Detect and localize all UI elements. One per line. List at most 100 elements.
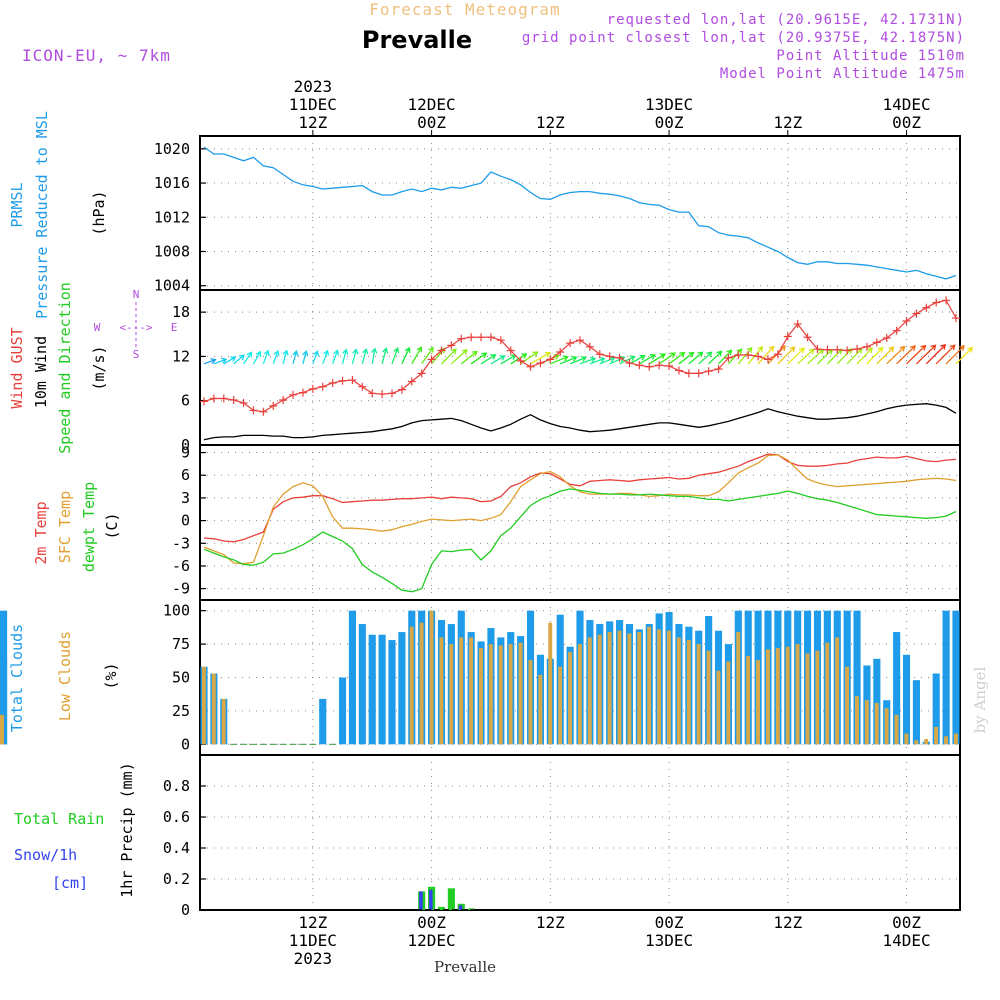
bottom-tick-2-line1: 12Z — [536, 913, 565, 932]
wind-arrow — [252, 350, 262, 365]
wind-arrow — [619, 355, 636, 365]
gust-marker — [724, 353, 733, 362]
gust-marker — [585, 342, 594, 351]
wind-arrow-shaft — [460, 351, 478, 365]
wind-arrow-shaft — [520, 351, 538, 365]
wind-arrow-shaft — [955, 347, 973, 365]
wind-arrow-head — [949, 344, 956, 351]
gust-marker — [635, 361, 644, 370]
wind-arrow — [569, 356, 587, 365]
ytick-label-temp-2: -3 — [172, 534, 190, 552]
wind-arrow — [550, 355, 569, 365]
wind-arrow-head — [688, 351, 695, 358]
low-cloud-bar — [558, 666, 563, 745]
wind-arrow — [856, 347, 874, 365]
wind-arrow — [777, 346, 796, 365]
wind-arrow-shaft — [272, 350, 279, 365]
low-cloud-bar — [706, 650, 711, 745]
rain-bar — [467, 908, 475, 910]
low-cloud-bar — [627, 633, 632, 745]
wind-arrow-head — [958, 345, 965, 351]
wind-arrow-head — [333, 349, 340, 356]
wind-arrow-shaft — [757, 346, 775, 365]
gust-marker — [289, 390, 298, 399]
gust-marker — [912, 309, 921, 318]
wind-arrow-shaft — [688, 351, 703, 365]
wind-arrow-head — [746, 346, 753, 353]
low-cloud-bar — [785, 646, 790, 745]
wind-arrow — [203, 358, 217, 365]
gust-marker — [714, 364, 723, 373]
ytick-label-temp-4: 3 — [181, 489, 190, 507]
wind-arrow — [658, 352, 676, 365]
wind-arrow-shaft — [441, 348, 457, 365]
gust-marker — [605, 352, 614, 361]
low-cloud-bar — [914, 740, 919, 745]
gust-marker — [269, 401, 278, 410]
ytick-label-clouds-4: 100 — [163, 602, 190, 620]
low-cloud-bar — [765, 649, 770, 745]
bottom-tick-0-line1: 12Z — [298, 913, 327, 932]
wind-arrow-shaft — [480, 354, 496, 365]
low-cloud-bar — [528, 660, 533, 745]
wind-arrow-head — [292, 350, 299, 357]
wind-arrow-shaft — [391, 347, 399, 365]
wind-arrow — [955, 346, 974, 365]
wind-arrow-shaft — [856, 347, 873, 365]
wind-arrow — [698, 351, 713, 365]
wind-arrow-shaft — [639, 354, 656, 365]
wind-arrow-head — [877, 346, 884, 353]
low-clouds-label: Low Clouds — [56, 631, 74, 721]
sfctemp-line — [203, 454, 957, 565]
total-cloud-bar — [319, 698, 327, 745]
gust-marker — [279, 395, 288, 404]
wind-arrow-head — [428, 346, 434, 353]
gust-marker — [556, 348, 565, 356]
watermark: by Angel — [971, 666, 989, 733]
low-cloud-bar — [795, 644, 800, 745]
ytick-label-temp-1: -6 — [172, 557, 190, 575]
wind-arrow-head — [649, 354, 656, 360]
gust-marker — [229, 395, 238, 404]
low-cloud-bar — [944, 736, 948, 745]
wind-arrow — [312, 350, 319, 365]
top-tick-1-line2: 12DEC — [407, 95, 455, 114]
ytick-label-wind-0: 0 — [181, 436, 190, 454]
wind-arrow — [460, 350, 478, 365]
wind-arrow — [470, 352, 488, 365]
gust-marker — [566, 339, 575, 348]
wind-arrow-shaft — [915, 344, 936, 365]
gust-marker — [853, 345, 862, 354]
gust-line — [203, 299, 957, 413]
wind-arrow — [886, 345, 906, 365]
wind-arrow-shaft — [490, 355, 505, 365]
wind-arrow-head — [768, 345, 775, 352]
wind-arrow-head — [282, 349, 289, 356]
wind-arrow-head — [716, 350, 723, 357]
wind-arrow-shaft — [559, 356, 577, 365]
compass-w: W — [94, 321, 101, 334]
panel-pressure: 1004 1008 1012 1016 1020 — [154, 135, 961, 295]
total-cloud-bar — [902, 654, 911, 745]
low-cloud-bar — [439, 637, 444, 745]
bottom-tick-4-line1: 12Z — [773, 913, 802, 932]
gust-marker — [704, 367, 713, 376]
gust-marker — [437, 346, 446, 355]
bottom-tick-5-line2: 14DEC — [882, 931, 930, 950]
low-cloud-bar — [518, 642, 523, 745]
wind-arrow-shaft — [807, 349, 824, 365]
gust-marker — [665, 362, 674, 371]
bottom-tick-1-line1: 00Z — [417, 913, 446, 932]
bottom-tick-3-line2: 13DEC — [645, 931, 693, 950]
ytick-label-temp-5: 6 — [181, 466, 190, 484]
wind-arrow — [441, 348, 457, 365]
wind-dir-label: Speed and Direction — [56, 282, 74, 454]
low-cloud-bar — [538, 674, 543, 745]
location-title: Prevalle — [362, 26, 472, 54]
low-cloud-bar — [419, 622, 424, 745]
wind-arrow-head — [255, 350, 262, 357]
wind-arrow-shaft — [896, 345, 916, 365]
gust-marker — [239, 398, 248, 407]
wind-arrow-shaft — [322, 350, 329, 365]
